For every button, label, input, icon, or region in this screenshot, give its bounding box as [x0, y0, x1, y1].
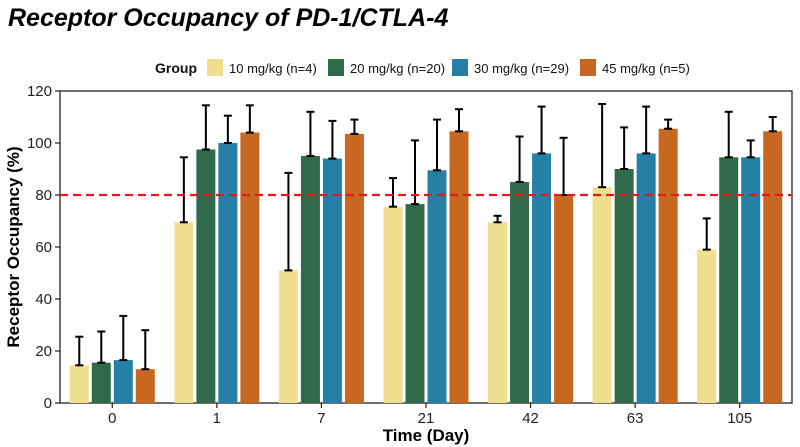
y-axis-title: Receptor Occupancy (%) — [4, 146, 23, 347]
bar — [510, 182, 530, 403]
x-tick-label: 0 — [108, 410, 116, 427]
bar — [532, 153, 552, 403]
bar — [658, 128, 678, 403]
y-axis: 0 20 40 60 80 100 120 — [27, 83, 60, 412]
legend-swatch — [580, 59, 596, 76]
legend-title: Group — [155, 60, 197, 76]
bar — [592, 187, 612, 403]
x-tick-label: 105 — [727, 410, 752, 427]
bar — [488, 222, 508, 403]
x-axis-title: Time (Day) — [383, 426, 470, 445]
y-tick-label: 20 — [35, 343, 52, 360]
legend-label: 20 mg/kg (n=20) — [350, 61, 445, 76]
bar — [174, 222, 194, 403]
bar — [427, 170, 447, 403]
x-tick-label: 63 — [627, 410, 644, 427]
legend-label: 30 mg/kg (n=29) — [474, 61, 569, 76]
x-axis: 0 1 7 21 42 63 105 — [108, 403, 752, 427]
bar — [135, 369, 155, 403]
legend-swatch — [207, 59, 223, 76]
y-tick-label: 120 — [27, 83, 52, 100]
bar — [763, 131, 783, 404]
y-tick-label: 0 — [44, 395, 52, 412]
plot-area — [59, 90, 793, 404]
legend: Group 10 mg/kg (n=4) 20 mg/kg (n=20) 30 mg… — [155, 59, 690, 76]
x-tick-label: 21 — [418, 410, 435, 427]
x-tick-label: 7 — [317, 410, 325, 427]
bar — [741, 157, 761, 403]
error-bars — [75, 103, 777, 371]
bar — [91, 362, 111, 403]
plot-frame — [59, 90, 793, 404]
bar — [278, 270, 298, 403]
y-tick-label: 80 — [35, 187, 52, 204]
y-tick-label: 100 — [27, 135, 52, 152]
legend-label: 10 mg/kg (n=4) — [229, 61, 317, 76]
bar — [344, 133, 364, 403]
chart-title: Receptor Occupancy of PD-1/CTLA-4 — [8, 4, 449, 32]
bar — [697, 249, 717, 403]
bar — [614, 169, 634, 403]
bar — [69, 365, 89, 403]
bars — [69, 128, 783, 404]
bar — [383, 206, 403, 403]
x-tick-label: 42 — [522, 410, 539, 427]
legend-label: 45 mg/kg (n=5) — [602, 61, 690, 76]
y-tick-label: 60 — [35, 239, 52, 256]
bar — [636, 153, 656, 403]
bar — [554, 195, 574, 403]
x-tick-label: 1 — [213, 410, 221, 427]
bar — [113, 360, 133, 403]
bar — [322, 158, 342, 403]
bar — [240, 132, 260, 403]
y-tick-label: 40 — [35, 291, 52, 308]
bar — [719, 157, 739, 403]
bar — [405, 204, 425, 403]
legend-swatch — [328, 59, 344, 76]
bar — [449, 131, 469, 404]
bar — [218, 143, 238, 403]
bar — [300, 156, 320, 403]
bar — [196, 149, 216, 403]
legend-swatch — [452, 59, 468, 76]
